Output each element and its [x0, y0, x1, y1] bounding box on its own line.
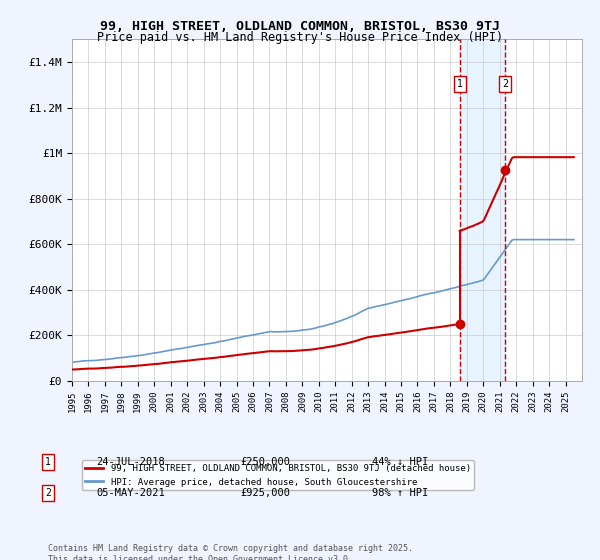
Text: 05-MAY-2021: 05-MAY-2021	[96, 488, 165, 498]
Text: Contains HM Land Registry data © Crown copyright and database right 2025.
This d: Contains HM Land Registry data © Crown c…	[48, 544, 413, 560]
Text: £925,000: £925,000	[240, 488, 290, 498]
Text: 99, HIGH STREET, OLDLAND COMMON, BRISTOL, BS30 9TJ: 99, HIGH STREET, OLDLAND COMMON, BRISTOL…	[100, 20, 500, 32]
Text: 24-JUL-2018: 24-JUL-2018	[96, 457, 165, 467]
Text: Price paid vs. HM Land Registry's House Price Index (HPI): Price paid vs. HM Land Registry's House …	[97, 31, 503, 44]
Bar	[460, 39, 505, 381]
Text: 2: 2	[502, 78, 508, 88]
Text: 1: 1	[457, 78, 463, 88]
Legend: 99, HIGH STREET, OLDLAND COMMON, BRISTOL, BS30 9TJ (detached house), HPI: Averag: 99, HIGH STREET, OLDLAND COMMON, BRISTOL…	[82, 460, 474, 490]
Text: 98% ↑ HPI: 98% ↑ HPI	[372, 488, 428, 498]
Text: 1: 1	[45, 457, 51, 467]
Text: 2: 2	[45, 488, 51, 498]
Text: 44% ↓ HPI: 44% ↓ HPI	[372, 457, 428, 467]
Text: £250,000: £250,000	[240, 457, 290, 467]
